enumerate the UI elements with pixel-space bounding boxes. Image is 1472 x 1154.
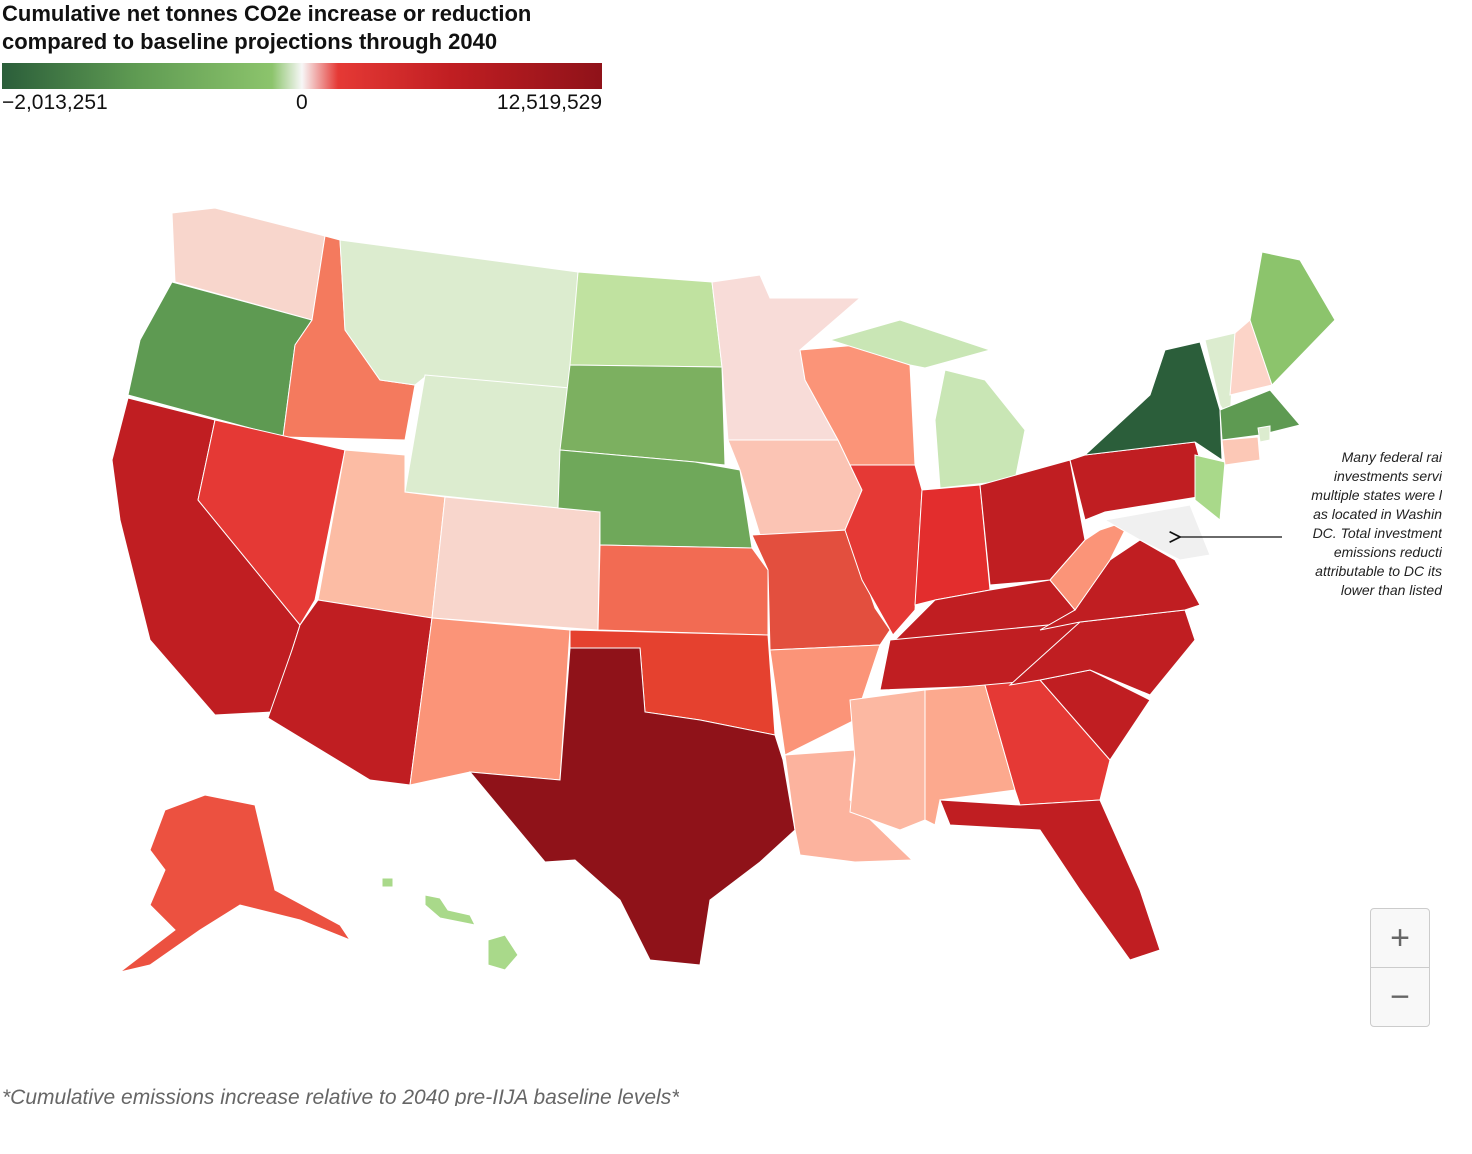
state bbox=[1194, 454, 1226, 521]
annotation-line: as located in Washin bbox=[1313, 506, 1442, 522]
state bbox=[1103, 504, 1211, 561]
annotation-line: emissions reducti bbox=[1334, 544, 1443, 560]
state bbox=[1257, 425, 1271, 443]
state bbox=[409, 617, 571, 786]
state bbox=[197, 419, 346, 626]
state bbox=[934, 369, 1026, 489]
state bbox=[381, 877, 394, 888]
states bbox=[111, 207, 1336, 973]
state bbox=[431, 496, 601, 631]
zoom-out[interactable]: − bbox=[1390, 977, 1410, 1016]
state bbox=[1221, 436, 1261, 466]
annotation-line: lower than listed bbox=[1341, 582, 1443, 598]
state bbox=[404, 374, 571, 509]
state bbox=[828, 319, 992, 369]
footnote-wrap: *Cumulative emissions increase relative … bbox=[2, 1084, 679, 1106]
state bbox=[597, 544, 769, 636]
zoom-in[interactable]: + bbox=[1371, 909, 1429, 968]
state bbox=[487, 934, 519, 971]
state bbox=[1083, 341, 1223, 461]
annotation: Many federal rai investments servi multipl… bbox=[1311, 449, 1444, 598]
zoom-control: + − bbox=[1370, 908, 1430, 1027]
state bbox=[119, 794, 352, 973]
state bbox=[1219, 389, 1301, 441]
state bbox=[844, 464, 923, 636]
legend-mid-label: 0 bbox=[296, 91, 308, 114]
legend-min-label: −2,013,251 bbox=[2, 91, 108, 114]
legend-max-label: 12,519,529 bbox=[496, 91, 602, 114]
state bbox=[849, 689, 926, 831]
state bbox=[468, 647, 796, 966]
state bbox=[339, 239, 579, 393]
footnote: *Cumulative emissions increase relative … bbox=[2, 1086, 680, 1106]
annotation-line: investments servi bbox=[1334, 468, 1443, 484]
state bbox=[784, 749, 914, 863]
title-line: compared to baseline projections through… bbox=[2, 29, 498, 54]
legend-gradient bbox=[2, 63, 602, 89]
map-title: Cumulative net tonnes CO2e increase or r… bbox=[2, 0, 531, 56]
state bbox=[914, 484, 991, 606]
annotation-line: multiple states were l bbox=[1311, 487, 1443, 503]
title-line: Cumulative net tonnes CO2e increase or r… bbox=[2, 1, 532, 26]
state bbox=[424, 894, 476, 926]
state bbox=[569, 271, 723, 368]
annotation-line: attributable to DC its bbox=[1315, 563, 1442, 579]
state bbox=[559, 364, 726, 466]
state bbox=[1249, 251, 1336, 386]
annotation-line: Many federal rai bbox=[1342, 449, 1443, 465]
state bbox=[939, 799, 1161, 961]
annotation-line: DC. Total investment bbox=[1313, 525, 1444, 541]
